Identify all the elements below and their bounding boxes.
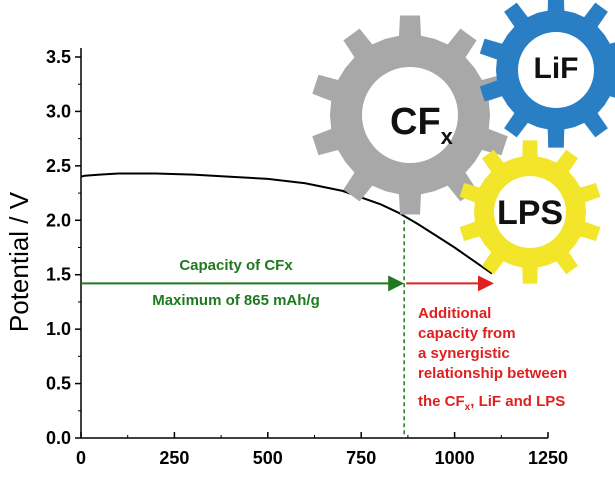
cfx-gear-icon <box>312 15 508 215</box>
x-tick-label: 0 <box>76 448 86 468</box>
x-tick-label: 750 <box>346 448 376 468</box>
y-axis-label: Potential / V <box>4 191 34 332</box>
additional-capacity-line-4: relationship between <box>418 365 567 382</box>
additional-line-5-b: , LiF and LPS <box>470 393 565 410</box>
axis-tick-labels: 0 250 500 750 1000 1250 0.0 0.5 1.0 1.5 2.0 2.5 3.0 3… <box>46 47 568 468</box>
x-tick-label: 1000 <box>435 448 475 468</box>
gear-hub <box>518 32 594 108</box>
lps-gear-icon <box>459 140 601 284</box>
y-tick-label: 1.5 <box>46 265 71 285</box>
cfx-gear-label: CFx <box>390 101 454 149</box>
additional-line-5-sub: x <box>465 402 471 413</box>
additional-capacity-line-2: capacity from <box>418 325 516 342</box>
y-tick-label: 2.0 <box>46 210 71 230</box>
cfx-gear-label-main: CF <box>390 101 441 143</box>
y-tick-label: 2.5 <box>46 156 71 176</box>
x-tick-label: 250 <box>159 448 189 468</box>
y-tick-label: 3.5 <box>46 47 71 67</box>
gear-hub <box>494 176 566 248</box>
y-tick-label: 0.0 <box>46 428 71 448</box>
additional-capacity-line-3: a synergistic <box>418 345 510 362</box>
additional-capacity-line-1: Additional <box>418 305 491 322</box>
y-tick-label: 1.0 <box>46 319 71 339</box>
lif-gear-label: LiF <box>534 52 579 85</box>
x-tick-label: 1250 <box>528 448 568 468</box>
y-tick-label: 3.0 <box>46 101 71 121</box>
gear-hub <box>362 67 458 163</box>
cfx-gear-label-sub: x <box>441 124 454 149</box>
discharge-curve <box>80 172 493 275</box>
capacity-of-cfx-label: Capacity of CFx <box>179 257 293 274</box>
y-tick-label: 0.5 <box>46 374 71 394</box>
x-tick-label: 500 <box>253 448 283 468</box>
additional-capacity-line-5: the CFx, LiF and LPS <box>418 393 565 413</box>
maximum-capacity-label: Maximum of 865 mAh/g <box>152 292 320 309</box>
lif-gear-icon <box>479 0 615 148</box>
lps-gear-label: LPS <box>497 194 563 232</box>
axis-ticks <box>75 56 549 439</box>
additional-line-5-a: the CF <box>418 393 465 410</box>
